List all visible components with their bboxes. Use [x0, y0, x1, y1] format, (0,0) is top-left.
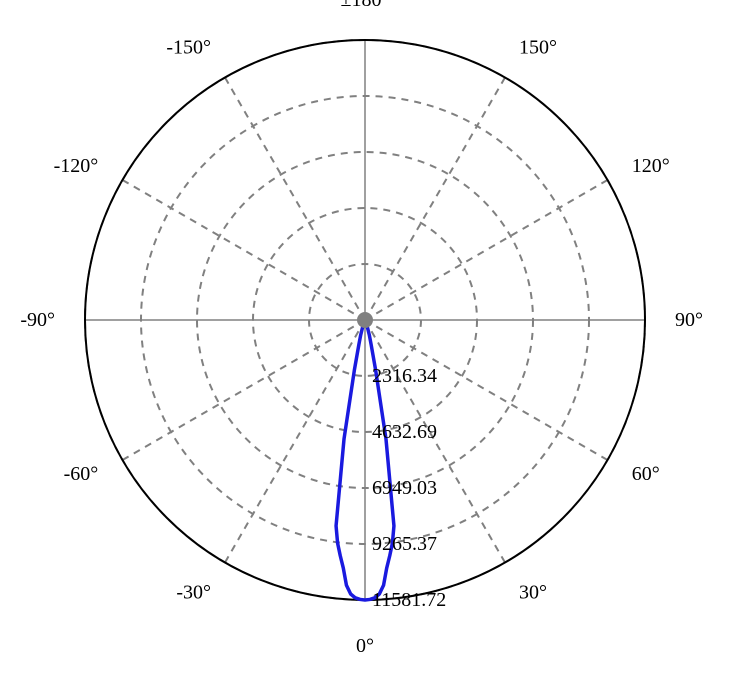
polar-chart: 2316.34 4632.69 6949.03 9265.37 11581.72 ±18… [0, 0, 731, 683]
angle-label: 150° [519, 36, 557, 58]
radial-tick-label: 4632.69 [372, 421, 437, 443]
angle-label: 30° [519, 582, 547, 604]
radial-tick-label: 6949.03 [372, 477, 437, 499]
angle-label: -30° [176, 582, 211, 604]
center-dot-circle [357, 312, 373, 328]
angle-label: 60° [632, 463, 660, 485]
angle-label: -60° [64, 463, 99, 485]
angle-label: 0° [356, 635, 374, 657]
angle-label: -90° [20, 309, 55, 331]
center-dot [357, 312, 373, 328]
radial-tick-label: 9265.37 [372, 533, 437, 555]
grid-spoke [225, 78, 365, 320]
grid-spoke [123, 180, 365, 320]
radial-tick-label: 2316.34 [372, 365, 437, 387]
radial-labels: 2316.34 4632.69 6949.03 9265.37 11581.72 [372, 365, 446, 611]
angle-label: ±180° [341, 0, 390, 11]
grid-spoke [123, 320, 365, 460]
angle-label: -150° [166, 36, 211, 58]
angle-label: 120° [632, 155, 670, 177]
radial-tick-label: 11581.72 [372, 589, 446, 611]
grid-spoke [365, 78, 505, 320]
grid-spoke [365, 180, 607, 320]
angle-label: -120° [54, 155, 99, 177]
angle-label: 90° [675, 309, 703, 331]
